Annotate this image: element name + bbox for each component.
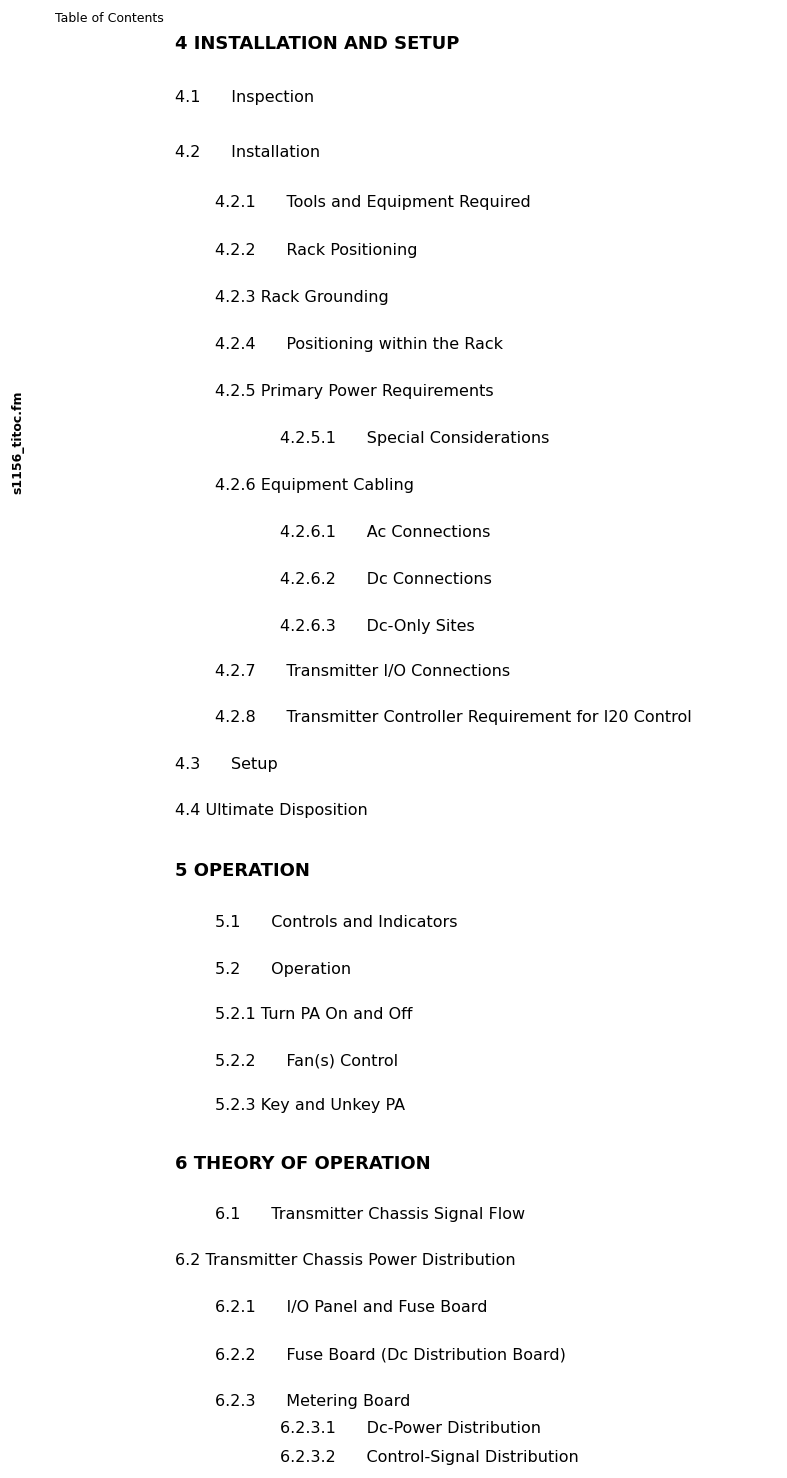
Text: 6 THEORY OF OPERATION: 6 THEORY OF OPERATION xyxy=(175,1154,430,1174)
Text: 6.2.3      Metering Board: 6.2.3 Metering Board xyxy=(215,1394,410,1409)
Text: 4.2.4      Positioning within the Rack: 4.2.4 Positioning within the Rack xyxy=(215,337,503,352)
Text: 4.3      Setup: 4.3 Setup xyxy=(175,757,278,772)
Text: 6.2.1      I/O Panel and Fuse Board: 6.2.1 I/O Panel and Fuse Board xyxy=(215,1301,487,1315)
Text: 5.2.3 Key and Unkey PA: 5.2.3 Key and Unkey PA xyxy=(215,1098,405,1113)
Text: 4.1      Inspection: 4.1 Inspection xyxy=(175,90,314,105)
Text: 4.2.5.1      Special Considerations: 4.2.5.1 Special Considerations xyxy=(280,432,549,446)
Text: 6.1      Transmitter Chassis Signal Flow: 6.1 Transmitter Chassis Signal Flow xyxy=(215,1208,525,1222)
Text: 4.2.6.1      Ac Connections: 4.2.6.1 Ac Connections xyxy=(280,525,490,539)
Text: 6.2.3.1      Dc-Power Distribution: 6.2.3.1 Dc-Power Distribution xyxy=(280,1420,541,1437)
Text: 4.2      Installation: 4.2 Installation xyxy=(175,145,320,160)
Text: 4.4 Ultimate Disposition: 4.4 Ultimate Disposition xyxy=(175,803,368,817)
Text: 5 OPERATION: 5 OPERATION xyxy=(175,862,310,879)
Text: 4.2.6.2      Dc Connections: 4.2.6.2 Dc Connections xyxy=(280,572,492,587)
Text: 4.2.2      Rack Positioning: 4.2.2 Rack Positioning xyxy=(215,242,417,259)
Text: 5.2      Operation: 5.2 Operation xyxy=(215,962,351,977)
Text: 4.2.1      Tools and Equipment Required: 4.2.1 Tools and Equipment Required xyxy=(215,195,530,210)
Text: 5.1      Controls and Indicators: 5.1 Controls and Indicators xyxy=(215,915,457,930)
Text: 4.2.5 Primary Power Requirements: 4.2.5 Primary Power Requirements xyxy=(215,384,493,399)
Text: 4.2.6.3      Dc-Only Sites: 4.2.6.3 Dc-Only Sites xyxy=(280,619,475,634)
Text: 4.2.7      Transmitter I/O Connections: 4.2.7 Transmitter I/O Connections xyxy=(215,664,510,678)
Text: 4.2.3 Rack Grounding: 4.2.3 Rack Grounding xyxy=(215,290,389,304)
Text: 5.2.1 Turn PA On and Off: 5.2.1 Turn PA On and Off xyxy=(215,1007,412,1021)
Text: 6.2.3.2      Control-Signal Distribution: 6.2.3.2 Control-Signal Distribution xyxy=(280,1450,578,1465)
Text: 6.2.2      Fuse Board (Dc Distribution Board): 6.2.2 Fuse Board (Dc Distribution Board) xyxy=(215,1346,566,1363)
Text: 6.2 Transmitter Chassis Power Distribution: 6.2 Transmitter Chassis Power Distributi… xyxy=(175,1253,515,1268)
Text: 4.2.6 Equipment Cabling: 4.2.6 Equipment Cabling xyxy=(215,477,414,494)
Text: 5.2.2      Fan(s) Control: 5.2.2 Fan(s) Control xyxy=(215,1052,398,1069)
Text: 4 INSTALLATION AND SETUP: 4 INSTALLATION AND SETUP xyxy=(175,35,460,53)
Text: 4.2.8      Transmitter Controller Requirement for I20 Control: 4.2.8 Transmitter Controller Requirement… xyxy=(215,709,692,726)
Text: Table of Contents: Table of Contents xyxy=(55,12,164,25)
Text: s1156_titoc.fm: s1156_titoc.fm xyxy=(12,390,24,494)
